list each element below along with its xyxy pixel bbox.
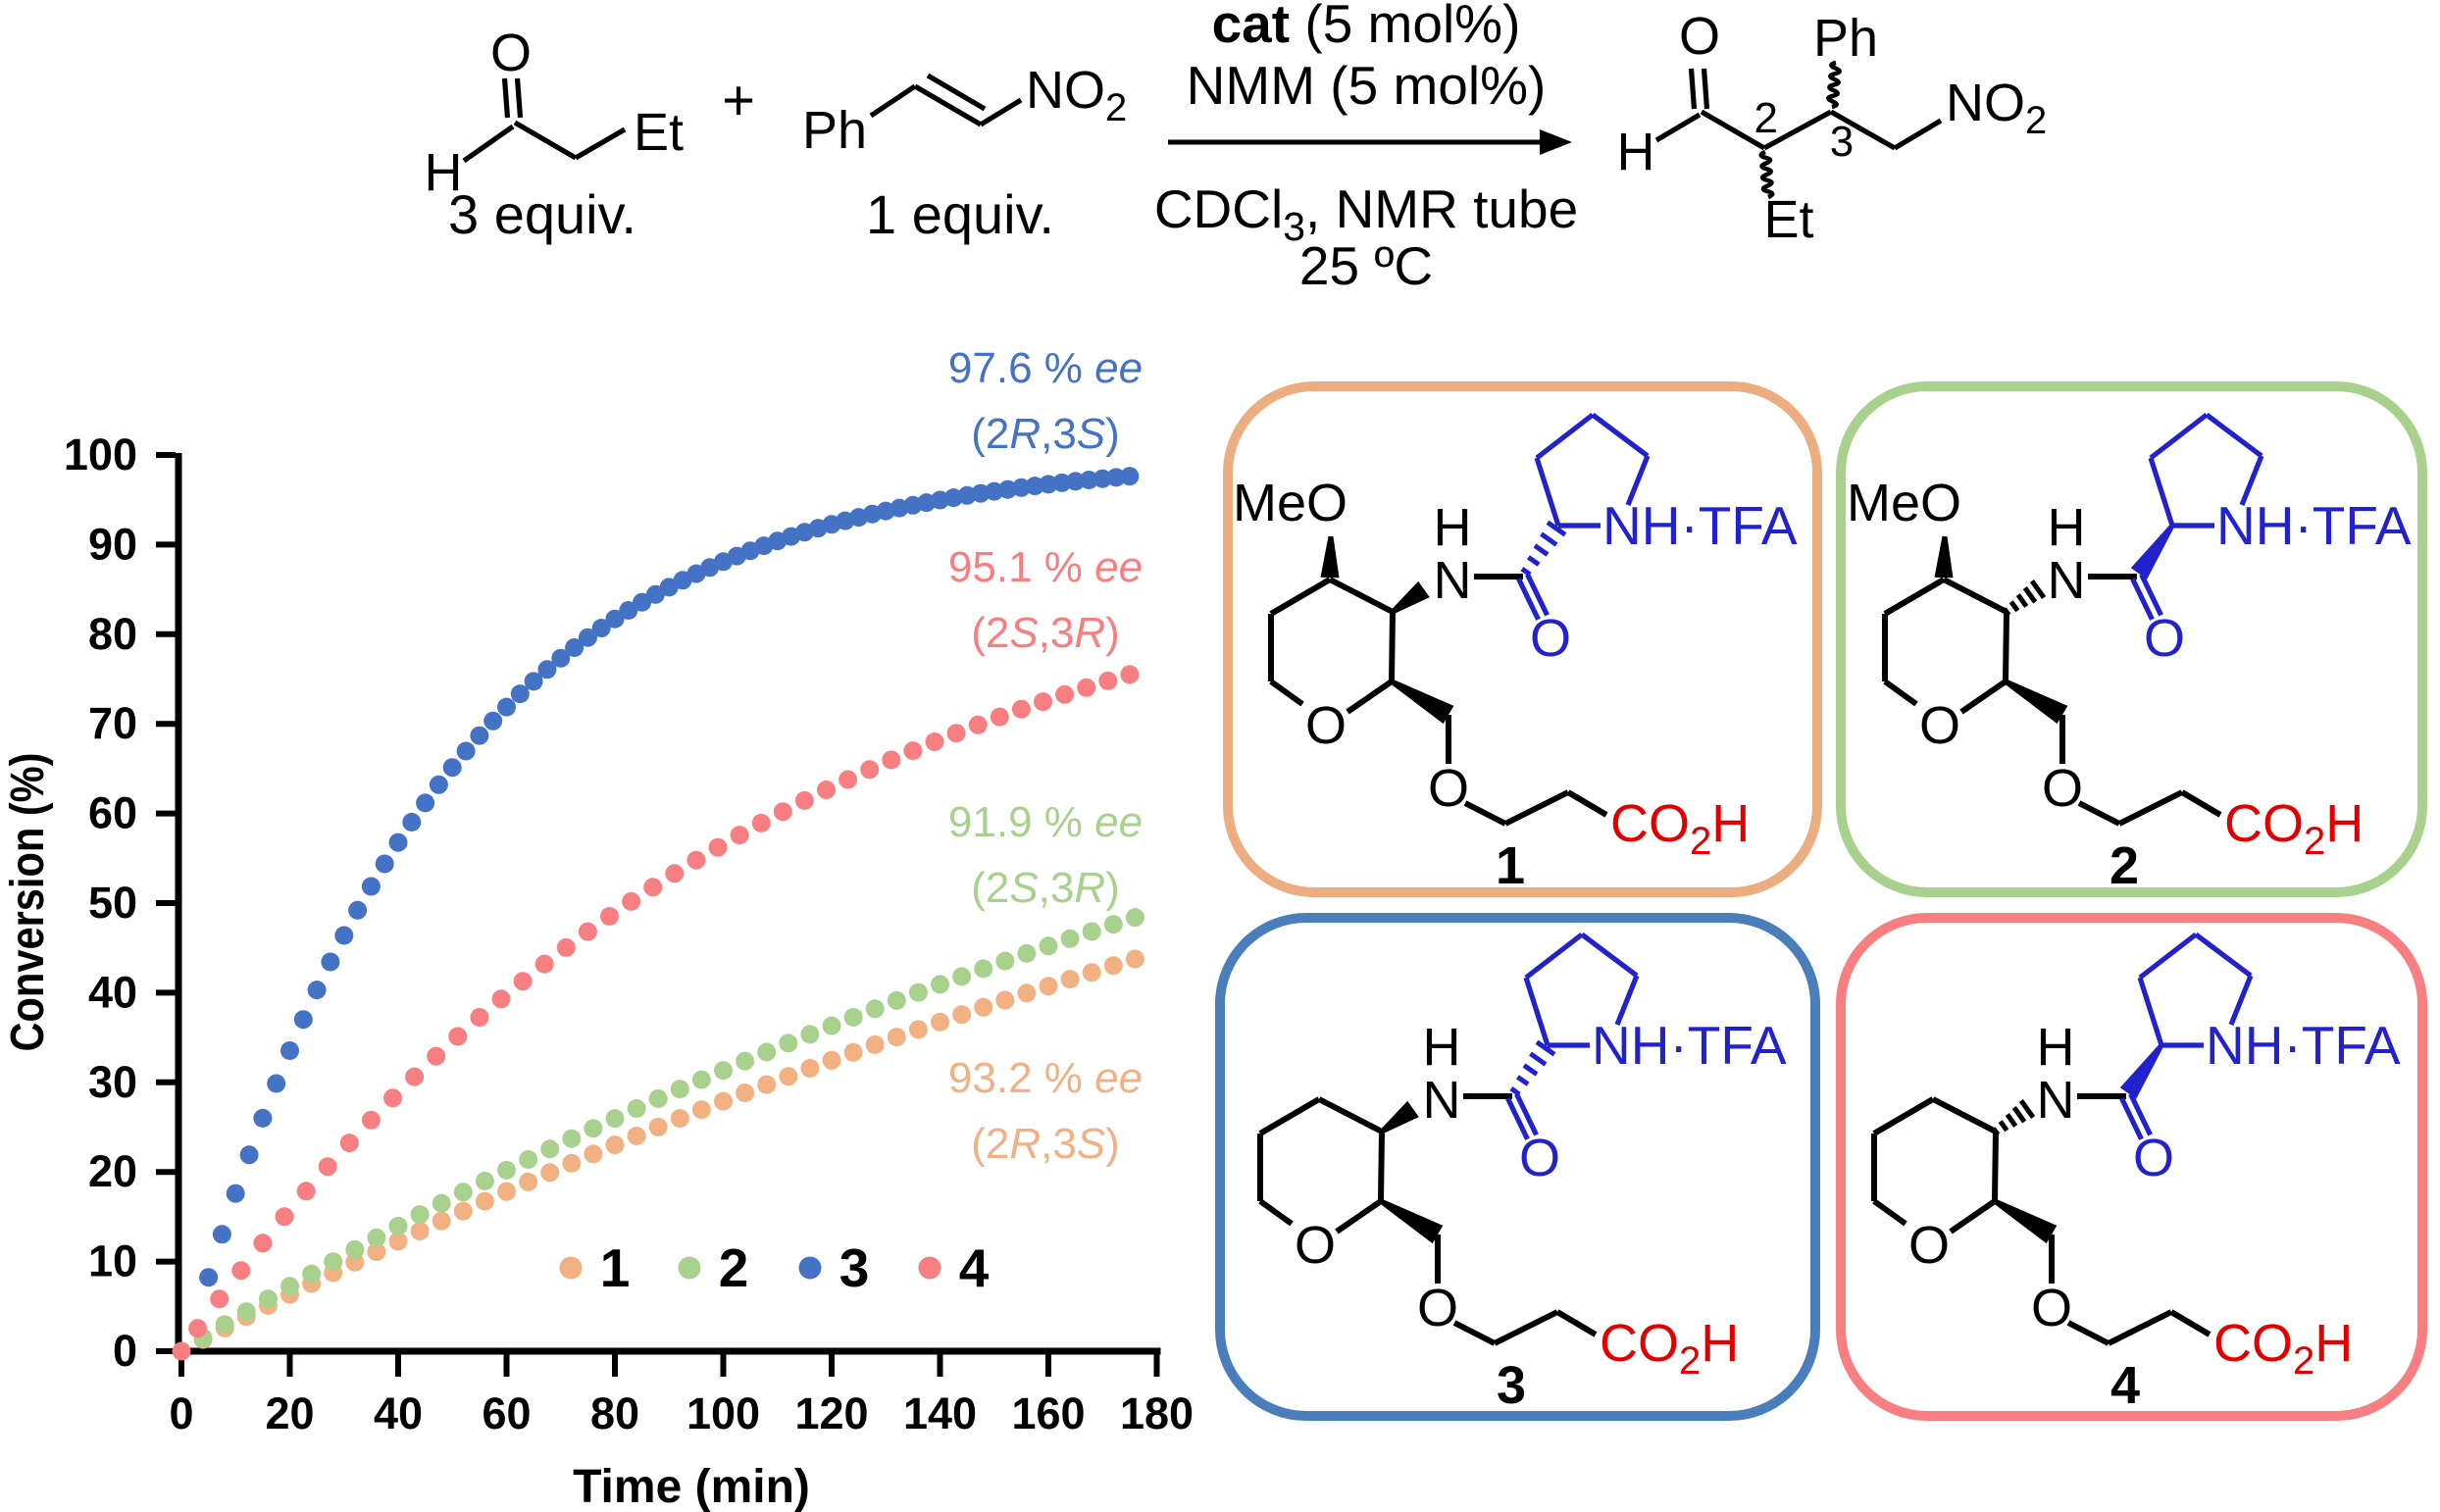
svg-text:O: O	[1919, 696, 1960, 755]
svg-text:4: 4	[2110, 1356, 2140, 1415]
svg-text:20: 20	[88, 1146, 137, 1196]
svg-text:+: +	[722, 69, 755, 132]
svg-text:(2R,3S): (2R,3S)	[971, 410, 1120, 458]
svg-text:CO2H: CO2H	[1600, 1314, 1739, 1383]
svg-text:3: 3	[839, 1237, 870, 1298]
svg-text:140: 140	[903, 1388, 977, 1438]
svg-text:4: 4	[959, 1237, 990, 1298]
svg-text:NH·TFA: NH·TFA	[2206, 1015, 2401, 1076]
svg-text:(2R,3S): (2R,3S)	[971, 1120, 1120, 1168]
svg-text:3: 3	[1497, 1356, 1526, 1415]
svg-text:3: 3	[1830, 118, 1854, 166]
svg-text:NMM (5 mol%): NMM (5 mol%)	[1187, 55, 1547, 116]
svg-text:O: O	[2042, 759, 2083, 818]
svg-text:80: 80	[88, 609, 137, 659]
svg-text:NO2: NO2	[1946, 74, 2047, 142]
svg-text:H: H	[425, 143, 463, 202]
svg-text:Et: Et	[1763, 190, 1813, 249]
svg-text:1: 1	[1496, 836, 1525, 895]
svg-text:N: N	[1423, 1071, 1461, 1130]
svg-text:Time (min): Time (min)	[573, 1461, 810, 1512]
svg-text:100: 100	[686, 1388, 760, 1438]
svg-text:H: H	[1434, 498, 1472, 557]
svg-text:CO2H: CO2H	[1610, 794, 1750, 863]
svg-text:NH·TFA: NH·TFA	[1592, 1015, 1787, 1076]
svg-text:MeO: MeO	[1233, 474, 1347, 532]
svg-text:MeO: MeO	[1847, 474, 1961, 532]
svg-text:50: 50	[88, 878, 137, 928]
svg-text:1 equiv.: 1 equiv.	[866, 183, 1054, 245]
svg-text:180: 180	[1120, 1388, 1194, 1438]
svg-text:90: 90	[88, 519, 137, 569]
svg-text:100: 100	[64, 429, 137, 479]
svg-text:N: N	[1434, 551, 1472, 610]
svg-text:H: H	[1423, 1018, 1461, 1077]
svg-text:O: O	[1679, 7, 1720, 66]
svg-text:NH·TFA: NH·TFA	[1602, 495, 1798, 556]
svg-text:160: 160	[1011, 1388, 1085, 1438]
svg-text:60: 60	[482, 1388, 531, 1438]
svg-text:cat (5 mol%): cat (5 mol%)	[1212, 0, 1521, 54]
svg-text:93.2 % ee: 93.2 % ee	[948, 1054, 1143, 1102]
svg-text:95.1 % ee: 95.1 % ee	[948, 543, 1143, 591]
svg-text:0: 0	[113, 1326, 137, 1376]
svg-text:H: H	[1617, 123, 1655, 181]
svg-text:2: 2	[2110, 836, 2139, 895]
svg-text:40: 40	[374, 1388, 423, 1438]
svg-text:2: 2	[1754, 94, 1778, 142]
svg-text:O: O	[1530, 609, 1571, 668]
svg-text:Conversion (%): Conversion (%)	[2, 753, 54, 1052]
svg-text:40: 40	[88, 967, 137, 1017]
svg-text:Et: Et	[634, 103, 684, 162]
svg-text:O: O	[1417, 1279, 1458, 1337]
svg-text:H: H	[2037, 1018, 2075, 1077]
svg-text:Ph: Ph	[802, 101, 867, 160]
svg-text:91.9 % ee: 91.9 % ee	[948, 798, 1143, 846]
svg-text:3 equiv.: 3 equiv.	[448, 183, 636, 245]
svg-text:(2S,3R): (2S,3R)	[971, 864, 1120, 912]
svg-text:80: 80	[590, 1388, 639, 1438]
svg-text:120: 120	[794, 1388, 868, 1438]
svg-text:O: O	[490, 24, 532, 82]
svg-text:O: O	[1428, 759, 1469, 818]
svg-text:CDCl3, NMR tube: CDCl3, NMR tube	[1154, 178, 1578, 249]
svg-text:O: O	[1295, 1216, 1336, 1275]
svg-text:30: 30	[88, 1057, 137, 1107]
svg-text:60: 60	[88, 788, 137, 838]
svg-text:1: 1	[600, 1237, 631, 1298]
svg-text:N: N	[2037, 1071, 2075, 1130]
svg-text:70: 70	[88, 698, 137, 748]
svg-text:O: O	[1305, 696, 1347, 755]
svg-text:NO2: NO2	[1026, 61, 1127, 129]
svg-text:NH·TFA: NH·TFA	[2216, 495, 2412, 556]
svg-text:(2S,3R): (2S,3R)	[971, 609, 1120, 657]
svg-text:CO2H: CO2H	[2224, 794, 2364, 863]
svg-text:O: O	[2144, 609, 2185, 668]
svg-text:25 ºC: 25 ºC	[1299, 235, 1433, 296]
svg-text:10: 10	[88, 1236, 137, 1286]
svg-text:N: N	[2048, 551, 2086, 610]
svg-text:97.6 % ee: 97.6 % ee	[948, 344, 1143, 392]
svg-text:O: O	[2031, 1279, 2072, 1337]
svg-text:2: 2	[719, 1237, 749, 1298]
svg-text:20: 20	[265, 1388, 314, 1438]
svg-text:O: O	[1908, 1216, 1950, 1275]
svg-text:H: H	[2048, 498, 2086, 557]
svg-text:Ph: Ph	[1813, 9, 1878, 68]
svg-text:O: O	[1519, 1129, 1560, 1187]
svg-text:0: 0	[169, 1388, 193, 1438]
svg-text:O: O	[2133, 1129, 2174, 1187]
svg-text:CO2H: CO2H	[2213, 1314, 2353, 1383]
